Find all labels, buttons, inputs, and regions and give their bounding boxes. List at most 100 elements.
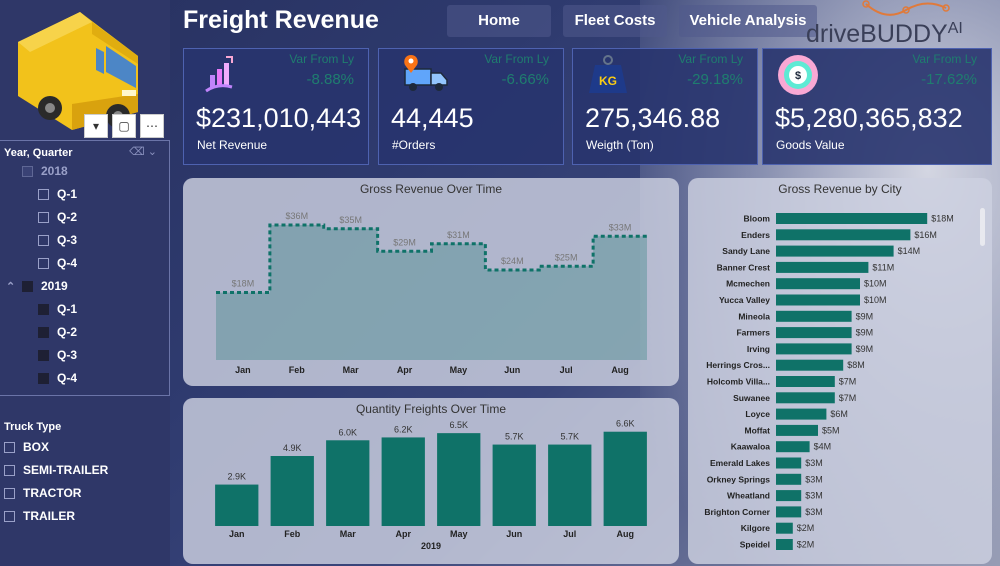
truck-type-label: BOX (23, 440, 50, 454)
data-label: $5M (822, 425, 840, 435)
var-label: Var From Ly (678, 52, 743, 66)
data-label: $36M (286, 211, 309, 221)
x-tick-label: Jan (229, 529, 245, 539)
x-tick-label: May (450, 365, 468, 375)
slicer-quarter[interactable]: Q-2 (38, 325, 77, 339)
x-tick-label: Jul (560, 365, 573, 375)
bar (776, 278, 860, 290)
bar (492, 444, 536, 526)
eraser-icon[interactable]: ⌫ (129, 146, 145, 158)
quarter-label: Q-1 (57, 302, 78, 316)
slicer-quarter[interactable]: Q-1 (38, 187, 77, 201)
checkbox[interactable] (38, 234, 49, 246)
bar (776, 376, 835, 387)
checkbox[interactable] (4, 441, 15, 453)
checkbox[interactable] (38, 303, 49, 315)
data-label: $8M (847, 360, 865, 370)
y-tick-label: Banner Crest (717, 262, 771, 272)
truck-type-label: TRAILER (23, 509, 75, 523)
filter-icon[interactable]: ▾ (84, 114, 108, 138)
data-label: $33M (609, 222, 632, 232)
checkbox[interactable] (38, 257, 49, 269)
checkbox[interactable] (38, 372, 49, 384)
quantity-freights-card: Quantity Freights Over Time 2.9K Jan 4.9K F… (183, 398, 679, 564)
data-label: $2M (797, 540, 815, 550)
truck-type-item[interactable]: TRAILER (4, 509, 75, 523)
checkbox[interactable] (38, 211, 49, 223)
x-axis-label: 2019 (421, 541, 441, 551)
data-label: $25M (555, 252, 578, 262)
data-label: $10M (864, 295, 887, 305)
slicer-quarter[interactable]: Q-2 (38, 210, 77, 224)
kpi-label: Goods Value (776, 138, 845, 152)
kpi-value: 275,346.88 (585, 103, 721, 133)
truck-type-item[interactable]: BOX (4, 440, 49, 454)
quantity-freights-bar-chart: 2.9K Jan 4.9K Feb 6.0K Mar 6.2K Apr 6.5K May 5.7K J… (215, 419, 647, 551)
bar (776, 213, 928, 224)
data-label: $18M (931, 214, 954, 224)
slicer-quarter[interactable]: Q-4 (38, 256, 77, 270)
bar (776, 424, 818, 436)
bar (776, 522, 793, 534)
checkbox[interactable] (22, 165, 33, 177)
kpi-card-net-revenue: Var From Ly -8.88% $231,010,443 Net Reve… (183, 48, 369, 165)
slicer-year-2019[interactable]: ⌃ 2019 (6, 279, 68, 293)
focus-mode-icon[interactable]: ▢ (112, 114, 136, 138)
quarter-label: Q-3 (57, 348, 78, 362)
slicer-year-2018[interactable]: 2018 (22, 164, 68, 178)
var-label: Var From Ly (289, 52, 354, 66)
x-tick-label: Apr (396, 529, 412, 539)
truck-type-item[interactable]: SEMI-TRAILER (4, 463, 108, 477)
slicer-quarter[interactable]: Q-4 (38, 371, 77, 385)
chart-title: Gross Revenue by City (778, 182, 902, 196)
y-tick-label: Mineola (738, 311, 770, 321)
truck-type-item[interactable]: TRACTOR (4, 486, 81, 500)
slicer-quarter[interactable]: Q-3 (38, 233, 77, 247)
var-value: -29.18% (687, 71, 743, 88)
bar (776, 359, 844, 371)
checkbox[interactable] (38, 326, 49, 338)
bar (270, 456, 314, 526)
checkbox[interactable] (38, 188, 49, 200)
chevron-down-icon[interactable]: ⌄ (147, 146, 157, 158)
var-label: Var From Ly (484, 52, 549, 66)
bar (215, 484, 259, 526)
var-value: -6.66% (501, 71, 549, 88)
bar (326, 440, 370, 526)
x-tick-label: Feb (289, 365, 306, 375)
checkbox[interactable] (4, 510, 15, 522)
bar (776, 343, 852, 355)
checkbox[interactable] (4, 464, 15, 476)
nav-fleet-costs-button[interactable]: Fleet Costs (563, 5, 667, 37)
kpi-card-orders: Var From Ly -6.66% 44,445 #Orders (378, 48, 564, 165)
more-options-icon[interactable]: ⋯ (140, 114, 164, 138)
checkbox[interactable] (4, 487, 15, 499)
checkbox[interactable] (22, 280, 33, 292)
data-label: $35M (339, 215, 362, 225)
chevron-up-icon[interactable]: ⌃ (6, 280, 16, 293)
scrollbar[interactable] (980, 208, 985, 246)
x-tick-label: Apr (397, 365, 413, 375)
x-tick-label: Jun (506, 529, 522, 539)
gross-revenue-by-city-card: Gross Revenue by City Bloom $18M Enders $16… (688, 178, 992, 564)
y-tick-label: Holcomb Villa... (707, 377, 770, 387)
x-tick-label: Feb (284, 529, 301, 539)
money-bag-icon: $ (775, 53, 821, 97)
nav-vehicle-analysis-button[interactable]: Vehicle Analysis (679, 5, 817, 37)
x-tick-label: Jun (504, 365, 520, 375)
y-tick-label: Mcmechen (726, 279, 770, 289)
slicer-quarter[interactable]: Q-1 (38, 302, 77, 316)
bar (381, 437, 425, 526)
slicer-quarter[interactable]: Q-3 (38, 348, 77, 362)
gross-revenue-city-bar-chart: Bloom $18M Enders $16M Sandy Lane $14M Banner … (704, 213, 954, 550)
data-label: $3M (805, 507, 823, 517)
checkbox[interactable] (38, 349, 49, 361)
truck-type-title: Truck Type (4, 421, 62, 433)
bar (776, 490, 802, 502)
nav-home-button[interactable]: Home (447, 5, 551, 37)
logo-text: driveBUDDY (806, 20, 948, 48)
bar (603, 431, 647, 526)
filter-panel: ▾ ▢ ⋯ Year, Quarter ⌫ ⌄ 2018 Q-1 Q-2 Q-3… (0, 0, 170, 566)
data-label: $2M (797, 523, 815, 533)
quarter-label: Q-4 (57, 256, 78, 270)
